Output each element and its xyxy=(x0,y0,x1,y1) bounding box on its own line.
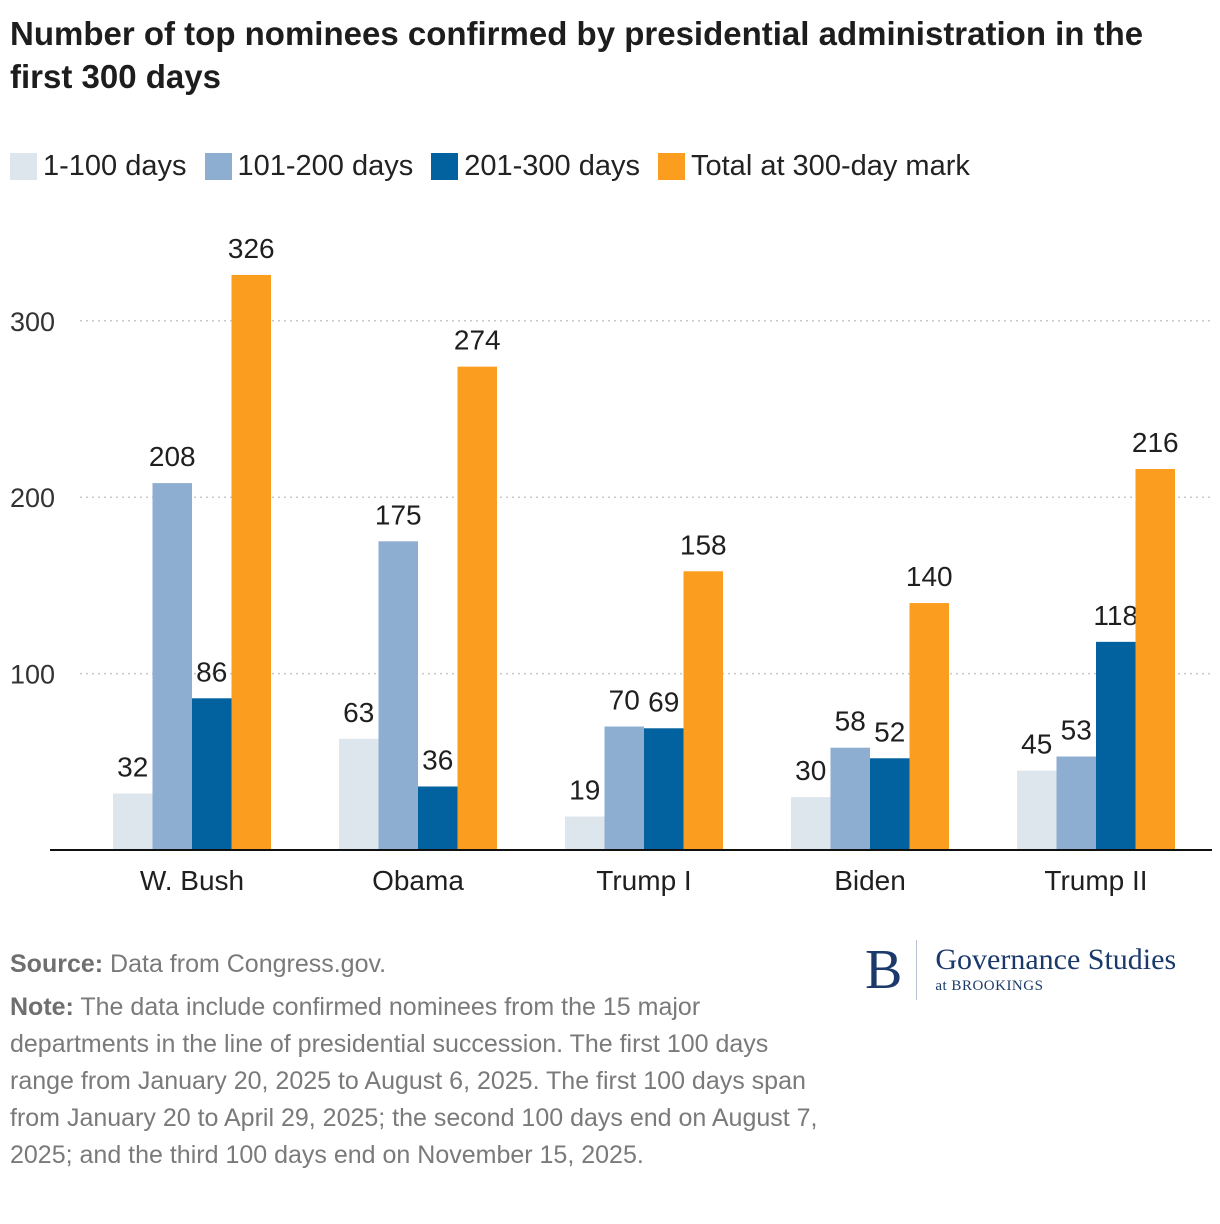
data-label: 140 xyxy=(906,561,953,592)
y-tick-label: 100 xyxy=(10,660,55,690)
bar-chart: 100 200 300 32 208 86 326 W. Bush 63 175 36 274 Obam… xyxy=(10,233,1212,896)
x-tick-label: Biden xyxy=(834,865,906,896)
bar-total-at-300-day-mark xyxy=(683,571,723,850)
legend-item-1-100-days: 1-100 days xyxy=(10,150,187,183)
logo-mark: B xyxy=(865,940,918,1000)
bar-1-100-days xyxy=(113,793,153,850)
legend-swatch xyxy=(658,152,685,180)
data-label: 36 xyxy=(422,744,453,775)
legend-label: 201-300 days xyxy=(464,149,640,182)
chart-title: Number of top nominees confirmed by pres… xyxy=(10,15,1144,95)
bar-total-at-300-day-mark xyxy=(909,603,949,850)
legend-label: 1-100 days xyxy=(43,149,187,182)
data-label: 30 xyxy=(795,755,826,786)
bar-101-200-days xyxy=(1056,756,1096,850)
logo-sub: at BROOKINGS xyxy=(935,978,1044,994)
data-label: 45 xyxy=(1021,729,1052,760)
bar-total-at-300-day-mark xyxy=(231,274,271,850)
y-tick-label: 200 xyxy=(10,483,55,513)
note-label: Note: xyxy=(10,993,74,1021)
y-tick-label: 300 xyxy=(10,307,55,337)
bar-total-at-300-day-mark xyxy=(1135,468,1175,850)
data-label: 52 xyxy=(874,716,905,747)
logo-name: Governance Studies xyxy=(935,943,1177,976)
footer: Source: Data from Congress.gov. Note: Th… xyxy=(10,946,830,1174)
brookings-logo: B Governance Studies at BROOKINGS xyxy=(865,938,1215,1002)
data-label: 216 xyxy=(1132,427,1179,458)
note-line: Note: The data include confirmed nominee… xyxy=(10,989,830,1174)
data-label: 70 xyxy=(609,685,640,716)
bar-201-300-days xyxy=(418,786,458,850)
legend-swatch xyxy=(431,152,459,180)
data-label: 63 xyxy=(343,697,374,728)
data-label: 58 xyxy=(835,706,866,737)
legend-item-total: Total at 300-day mark xyxy=(658,150,970,183)
legend-label: Total at 300-day mark xyxy=(691,149,970,182)
data-label: 175 xyxy=(375,499,422,530)
source-label: Source: xyxy=(10,950,104,978)
data-label: 69 xyxy=(648,686,679,717)
data-label: 32 xyxy=(117,752,148,783)
data-label: 19 xyxy=(569,774,600,805)
bar-1-100-days xyxy=(565,816,605,850)
legend-item-101-200-days: 101-200 days xyxy=(204,149,414,183)
data-label: 274 xyxy=(454,325,501,356)
bar-201-300-days xyxy=(870,758,910,850)
bar-total-at-300-day-mark xyxy=(457,366,497,850)
x-tick-label: Obama xyxy=(372,865,464,896)
bar-1-100-days xyxy=(1017,770,1057,850)
data-label: 326 xyxy=(228,233,275,264)
bar-201-300-days xyxy=(192,698,232,850)
legend: 1-100 days 101-200 days 201-300 days Tot… xyxy=(10,146,988,186)
bar-201-300-days xyxy=(1096,641,1136,850)
x-tick-label: Trump II xyxy=(1044,865,1147,896)
data-label: 86 xyxy=(196,656,227,687)
data-label: 158 xyxy=(680,529,727,560)
data-label: 208 xyxy=(149,441,196,472)
bar-101-200-days xyxy=(378,541,418,850)
data-label: 53 xyxy=(1061,715,1092,746)
bar-101-200-days xyxy=(152,483,192,850)
legend-swatch xyxy=(204,152,232,180)
bar-1-100-days xyxy=(791,797,831,850)
bar-101-200-days xyxy=(604,726,644,850)
legend-swatch xyxy=(10,152,37,180)
x-tick-label: Trump I xyxy=(596,865,691,896)
source-text: Data from Congress.gov. xyxy=(103,950,387,978)
legend-label: 101-200 days xyxy=(237,149,414,182)
data-label: 118 xyxy=(1093,600,1138,631)
bar-201-300-days xyxy=(644,728,684,850)
x-tick-label: W. Bush xyxy=(140,865,244,896)
bar-101-200-days xyxy=(830,747,870,850)
source-line: Source: Data from Congress.gov. xyxy=(10,946,830,983)
bar-1-100-days xyxy=(339,738,379,850)
legend-item-201-300-days: 201-300 days xyxy=(431,150,640,183)
note-text: The data include confirmed nominees from… xyxy=(10,993,818,1169)
